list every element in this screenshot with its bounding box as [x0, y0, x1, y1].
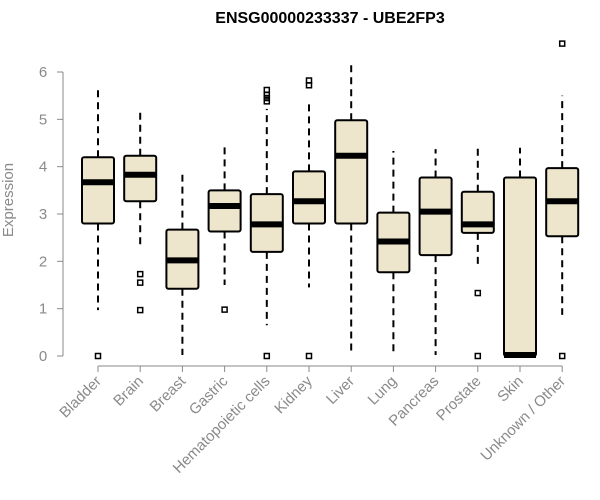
outlier-point [221, 306, 228, 313]
iqr-box [292, 170, 326, 225]
iqr-box [207, 189, 242, 233]
outlier-point [136, 270, 144, 278]
y-tick-label: 1 [39, 301, 47, 318]
x-tick-label: Brain [110, 373, 147, 410]
iqr-box [503, 176, 537, 357]
y-axis: 0 1 2 3 4 5 6 [39, 64, 64, 365]
outlier-point [474, 352, 482, 360]
box-hematopoietic-cells [249, 86, 284, 360]
iqr-box [81, 156, 115, 225]
y-tick-label: 4 [39, 159, 47, 176]
box-gastric [207, 146, 242, 313]
chart-title: ENSG00000233337 - UBE2FP3 [215, 10, 445, 27]
box-prostate [460, 146, 495, 360]
box-unknown-other [545, 40, 580, 360]
y-axis-label: Expression [0, 163, 17, 237]
outlier-point [474, 289, 482, 297]
box-liver [334, 64, 369, 356]
outlier-point [263, 94, 271, 102]
iqr-box [123, 154, 158, 203]
outlier-point [136, 306, 144, 314]
box-kidney [292, 77, 326, 360]
x-tick-label: Lung [365, 373, 401, 409]
outlier-point [263, 352, 271, 360]
x-tick-label: Liver [323, 373, 358, 408]
x-tick-label: Kidney [271, 372, 316, 417]
outlier-point [94, 352, 102, 360]
box-pancreas [418, 149, 453, 356]
y-tick-label: 2 [39, 253, 47, 270]
box-lung [376, 151, 411, 356]
outlier-point [263, 98, 271, 105]
box-breast [165, 174, 200, 356]
iqr-box [418, 176, 453, 257]
plot-area [81, 40, 580, 360]
x-tick-label: Breast [147, 372, 190, 415]
iqr-box [334, 119, 369, 225]
y-tick-label: 3 [39, 206, 47, 223]
x-tick-label: Bladder [56, 373, 105, 422]
outlier-point [558, 352, 566, 360]
outlier-point [305, 352, 313, 360]
x-tick-label: Skin [494, 373, 527, 406]
outlier-point [136, 279, 144, 286]
box-brain [123, 109, 158, 314]
y-tick-label: 5 [39, 111, 47, 128]
y-tick-label: 0 [39, 348, 47, 365]
box-skin [503, 147, 537, 359]
outlier-point [263, 91, 271, 98]
outlier-point [305, 82, 313, 89]
x-tick-label: Prostate [433, 373, 485, 425]
box-bladder [81, 89, 115, 360]
y-tick-label: 6 [39, 64, 47, 81]
outlier-point [558, 40, 566, 47]
